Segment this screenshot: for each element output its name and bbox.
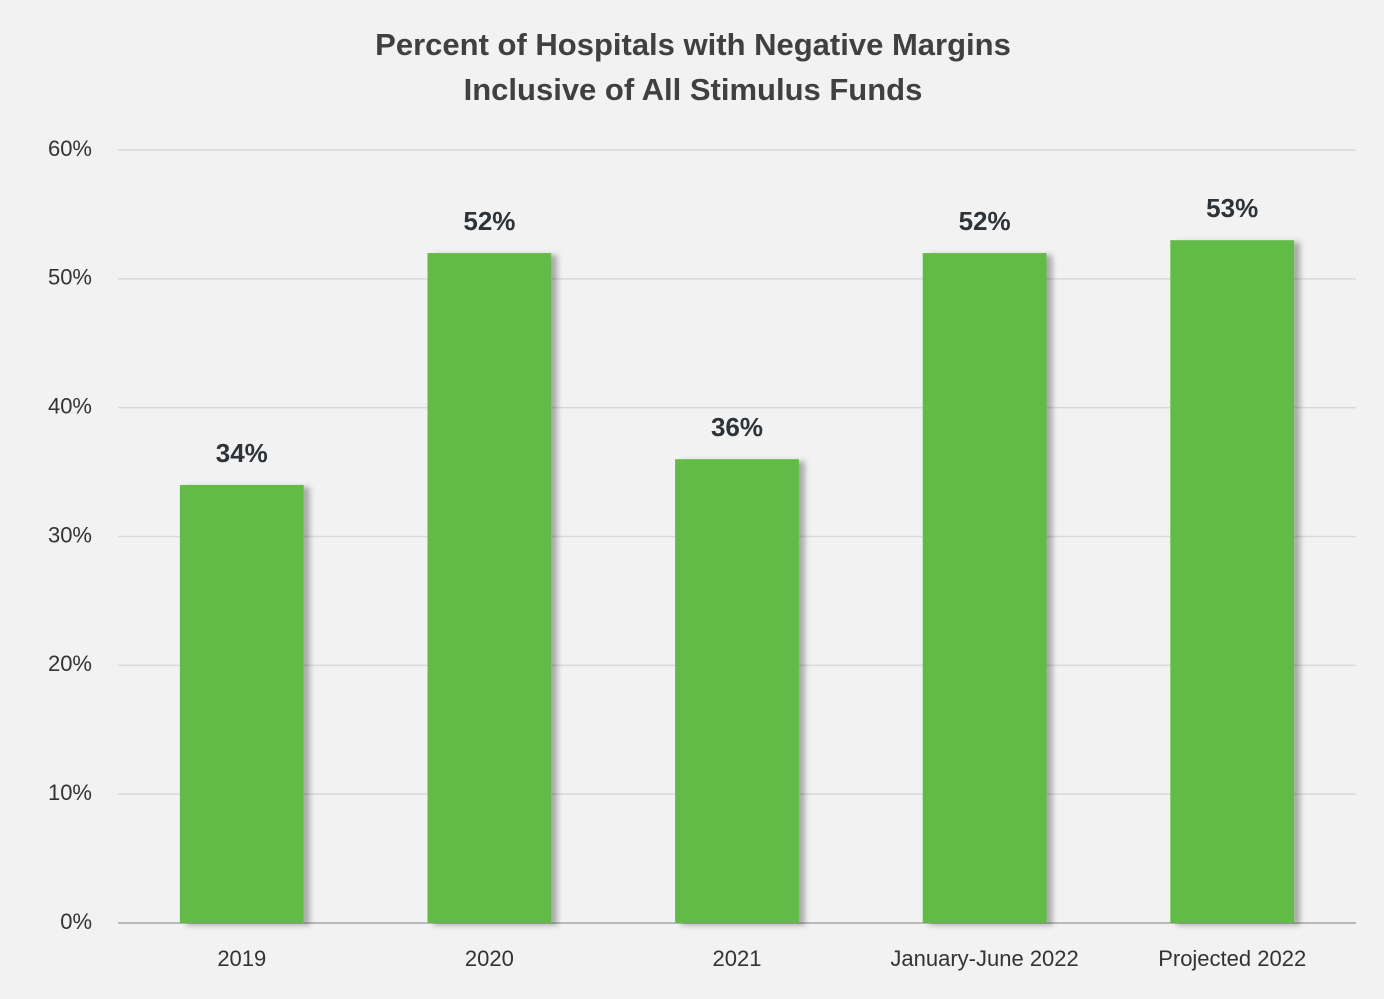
value-label: 36% [711,412,763,442]
bar [1170,240,1295,923]
bar [179,484,304,923]
x-tick-label: January-June 2022 [890,946,1078,971]
bar [922,253,1047,924]
bar [427,253,552,924]
y-tick-label: 40% [48,393,92,418]
x-tick-label: 2020 [465,946,514,971]
x-tick-label: Projected 2022 [1158,946,1306,971]
value-label: 52% [959,206,1011,236]
x-tick-label: 2019 [217,946,266,971]
chart-title: Inclusive of All Stimulus Funds [464,72,923,107]
value-label: 34% [216,438,268,468]
y-tick-label: 30% [48,522,92,547]
value-label: 53% [1206,193,1258,223]
value-label: 52% [463,206,515,236]
y-tick-label: 50% [48,265,92,290]
y-tick-label: 10% [48,780,92,805]
y-tick-label: 20% [48,651,92,676]
x-tick-label: 2021 [713,946,762,971]
y-tick-label: 0% [60,909,92,934]
chart-title: Percent of Hospitals with Negative Margi… [375,27,1011,62]
bar [675,459,799,923]
y-tick-label: 60% [48,136,92,161]
